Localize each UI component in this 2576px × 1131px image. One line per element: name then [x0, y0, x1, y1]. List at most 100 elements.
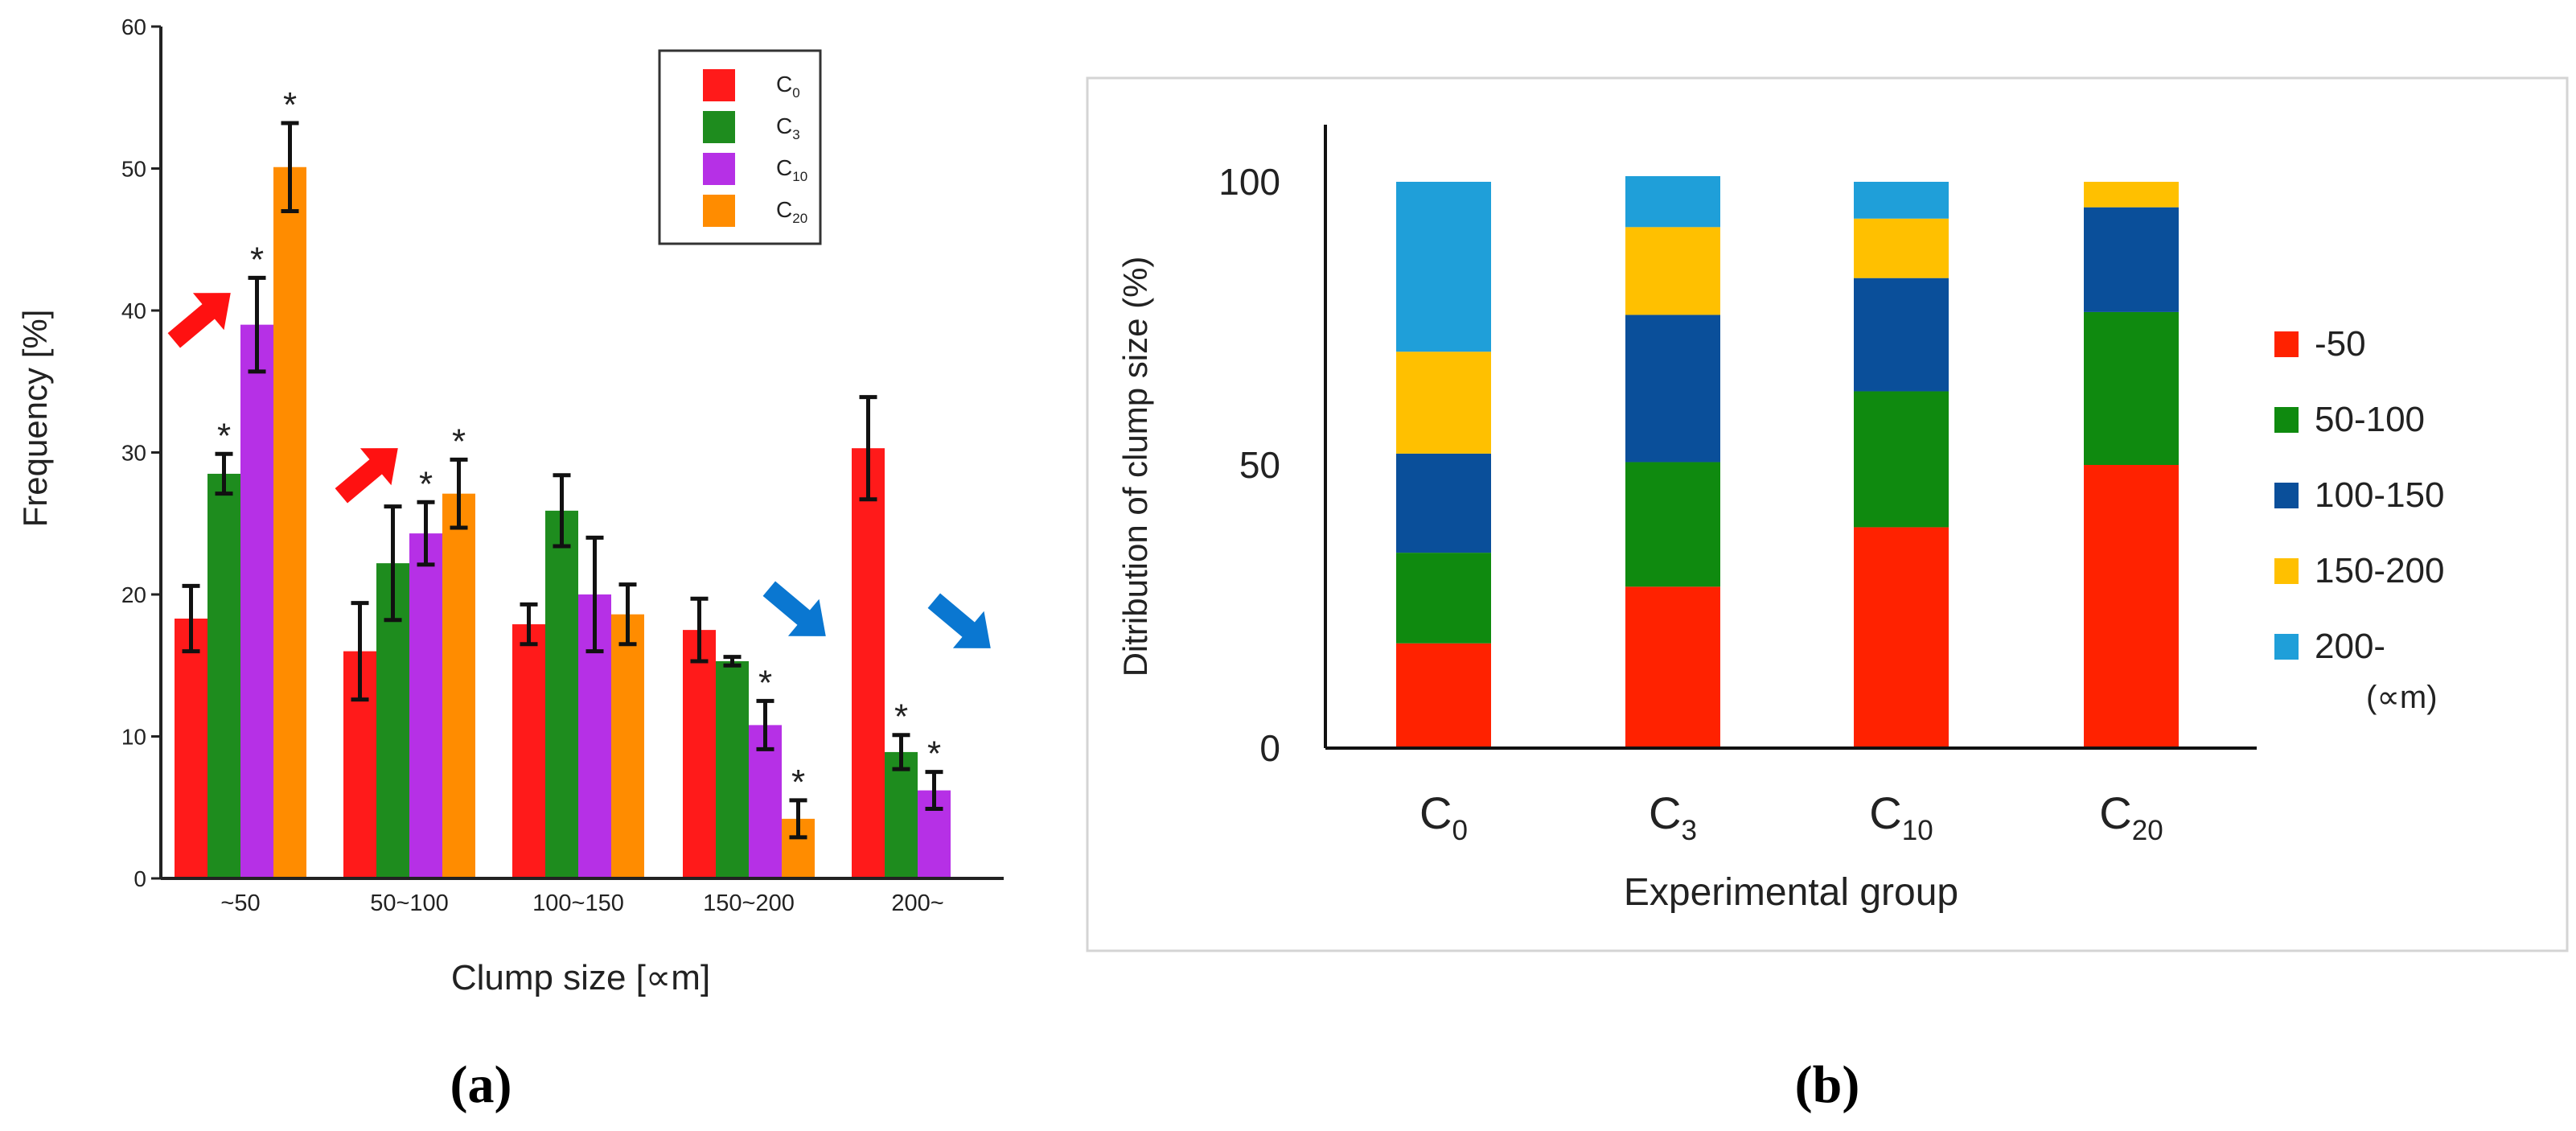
b-y-tick-label: 100 — [1218, 161, 1280, 203]
b-legend-label: -50 — [2315, 324, 2366, 364]
b-stacked-segment — [2084, 465, 2179, 748]
a-bar — [852, 448, 885, 878]
b-legend-unit: (∝m) — [2366, 680, 2438, 715]
a-y-tick-label: 10 — [121, 725, 146, 750]
a-legend-label: C0 — [776, 72, 800, 101]
b-stacked-segment — [1854, 218, 1949, 278]
b-stacked-segment — [2084, 182, 2179, 208]
b-category-label: C0 — [1419, 788, 1468, 846]
a-category-label: 150~200 — [703, 890, 795, 916]
a-category-label: ~50 — [220, 890, 260, 916]
a-legend-swatch — [703, 111, 735, 143]
a-significance-marker: * — [419, 464, 433, 504]
a-legend-swatch — [703, 195, 735, 227]
b-y-tick-label: 0 — [1259, 727, 1280, 769]
b-legend-swatch — [2274, 407, 2299, 433]
b-legend-swatch — [2274, 634, 2299, 660]
a-bar — [175, 619, 207, 878]
a-significance-marker: * — [283, 85, 297, 125]
a-y-tick-label: 30 — [121, 441, 146, 466]
b-stacked-segment — [1396, 352, 1491, 454]
b-category-label: C10 — [1869, 788, 1933, 846]
a-arrow-shape — [762, 581, 826, 636]
a-y-tick-label: 0 — [134, 866, 146, 891]
a-legend-box — [658, 49, 822, 245]
a-y-tick-label: 60 — [121, 14, 146, 39]
a-bar — [240, 324, 273, 878]
a-legend-swatch — [703, 153, 735, 185]
a-bar — [512, 624, 545, 878]
b-stacked-segment — [1396, 643, 1491, 748]
a-arrow-shape — [335, 448, 398, 504]
a-arrow-shape — [927, 593, 991, 648]
a-bar — [545, 510, 578, 878]
a-legend-swatch — [703, 69, 735, 101]
a-bar — [611, 614, 644, 878]
a-bar — [207, 473, 240, 878]
b-legend-swatch — [2274, 558, 2299, 584]
a-increase-arrow-icon — [335, 448, 398, 504]
a-significance-marker: * — [250, 240, 264, 279]
b-stacked-segment — [1396, 453, 1491, 553]
b-stacked-segment — [1625, 586, 1720, 748]
a-arrow-shape — [167, 293, 231, 348]
a-significance-marker: * — [758, 663, 772, 702]
b-stacked-segment — [1854, 182, 1949, 219]
b-legend-swatch — [2274, 483, 2299, 508]
b-stacked-segment — [1396, 182, 1491, 352]
b-category-label: C20 — [2099, 788, 2163, 846]
a-legend-label: C20 — [776, 197, 807, 226]
a-bar — [716, 660, 749, 878]
a-bar — [409, 533, 442, 878]
a-bar — [442, 493, 475, 878]
a-significance-marker: * — [894, 697, 908, 737]
a-category-label: 200~ — [891, 890, 943, 916]
b-stacked-segment — [1854, 278, 1949, 392]
a-decrease-arrow-icon — [927, 593, 991, 648]
panel-a-chart: * * * * * * * * * 0 10 20 30 40 50 60 ~50 50~100 100~150… — [16, 14, 1004, 997]
b-stacked-segment — [2084, 311, 2179, 465]
a-bar — [273, 167, 306, 879]
a-decrease-arrow-icon — [762, 581, 826, 636]
b-y-tick-label: 50 — [1239, 444, 1280, 486]
a-bar — [885, 751, 918, 878]
b-stacked-segment — [1625, 227, 1720, 315]
a-y-tick-label: 20 — [121, 582, 146, 607]
b-y-axis-label: Ditribution of clump size (%) — [1116, 257, 1154, 677]
b-panel-frame — [1086, 76, 2569, 952]
panel-label-a: (a) — [450, 1055, 512, 1114]
b-stacked-segment — [1625, 175, 1720, 228]
b-stacked-segment — [1625, 315, 1720, 463]
a-significance-marker: * — [452, 422, 466, 461]
a-significance-marker: * — [927, 734, 941, 774]
b-stacked-segment — [1854, 391, 1949, 528]
a-legend-label: C10 — [776, 155, 807, 184]
a-increase-arrow-icon — [167, 293, 231, 348]
a-y-axis-label: Frequency [%] — [16, 310, 54, 528]
a-bar — [683, 630, 716, 878]
b-stacked-segment — [1854, 527, 1949, 748]
a-y-tick-label: 40 — [121, 298, 146, 323]
b-legend: -50 50-100 100-150 150-200 200- (∝m) — [2274, 324, 2444, 715]
a-y-tick-label: 50 — [121, 157, 146, 182]
a-significance-marker: * — [791, 763, 805, 802]
a-legend: C0 C3 C10 C20 — [658, 49, 822, 245]
b-x-axis-label: Experimental group — [1624, 871, 1958, 914]
panel-label-b: (b) — [1795, 1055, 1860, 1114]
b-legend-swatch — [2274, 331, 2299, 357]
b-stacked-segment — [1396, 553, 1491, 644]
b-legend-label: 50-100 — [2315, 400, 2425, 439]
a-category-label: 100~150 — [532, 890, 624, 916]
a-significance-marker: * — [217, 416, 231, 455]
b-legend-label: 200- — [2315, 627, 2385, 666]
b-stacked-segment — [1625, 462, 1720, 587]
b-legend-label: 100-150 — [2315, 475, 2444, 515]
b-category-label: C3 — [1649, 788, 1697, 846]
b-stacked-segment — [2084, 207, 2179, 312]
panel-b-chart: 0 50 100 C0 C3 C10 C20 Ditribution of clump s… — [1086, 76, 2569, 952]
a-legend-label: C3 — [776, 113, 800, 142]
a-x-axis-label: Clump size [∝m] — [451, 958, 710, 997]
a-category-label: 50~100 — [370, 890, 449, 916]
b-legend-label: 150-200 — [2315, 551, 2444, 590]
